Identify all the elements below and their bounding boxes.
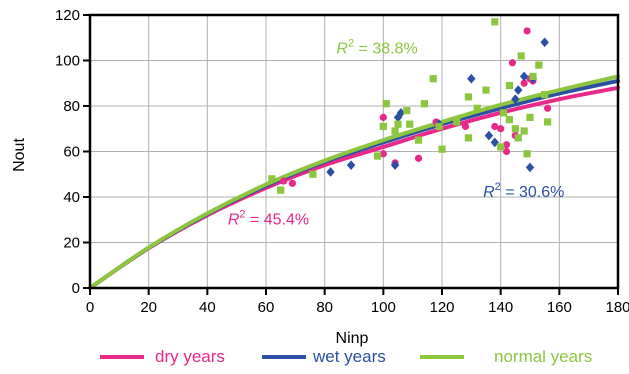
x-axis-title: Ninp (336, 330, 369, 347)
x-tick-label: 180 (605, 299, 629, 316)
point-normal-years (464, 93, 472, 101)
point-wet-years (490, 137, 499, 148)
point-wet-years (514, 85, 523, 95)
y-axis-title: Nout (11, 138, 28, 172)
point-normal-years (491, 18, 499, 26)
point-normal-years (520, 127, 528, 135)
x-tick-label: 40 (199, 299, 216, 316)
point-dry-years (544, 104, 552, 112)
data-points (268, 18, 552, 194)
y-tick-label: 100 (55, 53, 80, 70)
point-dry-years (379, 113, 387, 121)
point-wet-years (540, 37, 549, 48)
point-wet-years (519, 71, 529, 82)
point-normal-years (435, 122, 443, 131)
point-normal-years (517, 52, 525, 60)
axes: 0 20 40 60 80 100 120 140 160 180 0 20 40 60 80 100 120 (55, 7, 629, 316)
point-dry-years (461, 122, 470, 131)
point-dry-years (280, 177, 288, 185)
point-wet-years (326, 167, 335, 177)
legend-label-wet-years: wet years (312, 347, 386, 366)
point-normal-years (379, 122, 387, 131)
point-normal-years (403, 106, 411, 115)
x-tick-label: 140 (488, 299, 513, 316)
point-normal-years (414, 136, 423, 144)
r-squared-label: R2 = 30.6% (483, 181, 564, 201)
point-dry-years (497, 125, 505, 133)
fit-curves (88, 74, 620, 290)
point-dry-years (523, 27, 531, 35)
point-normal-years (373, 152, 382, 160)
point-normal-years (277, 186, 285, 194)
x-tick-label: 80 (316, 299, 333, 316)
point-dry-years (414, 154, 423, 162)
point-normal-years (382, 100, 390, 108)
point-normal-years (309, 170, 317, 178)
point-dry-years (502, 147, 511, 156)
x-tick-label: 100 (371, 299, 396, 316)
y-tick-label: 20 (63, 235, 80, 252)
point-normal-years (526, 113, 534, 121)
point-dry-years (508, 59, 516, 67)
point-normal-years (394, 120, 402, 128)
x-tick-label: 20 (140, 299, 157, 316)
point-wet-years (390, 160, 400, 170)
annotations: R2 = 38.8% R2 = 30.6% R2 = 45.4% (228, 38, 564, 229)
point-dry-years (502, 141, 511, 149)
point-normal-years (482, 86, 490, 94)
point-dry-years (520, 79, 528, 87)
point-normal-years (464, 134, 472, 142)
point-normal-years (529, 72, 537, 81)
point-normal-years (420, 100, 428, 108)
point-normal-years (523, 150, 531, 158)
y-tick-label: 120 (55, 7, 80, 24)
point-normal-years (391, 127, 399, 135)
point-wet-years (484, 130, 494, 141)
r-squared-label: R2 = 45.4% (228, 208, 309, 228)
point-dry-years (379, 150, 387, 158)
fit-curve-normal-years (88, 74, 620, 290)
point-normal-years (500, 109, 508, 117)
legend-label-dry-years: dry years (155, 347, 225, 366)
x-tick-label: 0 (86, 299, 94, 316)
point-normal-years (544, 118, 552, 126)
x-tick-label: 160 (547, 299, 572, 316)
x-tick-label: 120 (429, 299, 454, 316)
point-wet-years (396, 108, 406, 118)
point-normal-years (406, 120, 414, 128)
point-normal-years (453, 118, 461, 126)
legend-label-normal-years: normal years (494, 347, 592, 366)
point-dry-years (288, 179, 296, 187)
point-dry-years (491, 122, 499, 131)
point-normal-years (438, 145, 446, 153)
point-normal-years (429, 75, 437, 83)
point-normal-years (511, 125, 519, 133)
y-tick-label: 60 (63, 144, 80, 161)
point-wet-years (346, 160, 356, 170)
point-wet-years (511, 94, 520, 104)
y-tick-label: 40 (63, 189, 80, 206)
point-normal-years (535, 61, 543, 69)
r-squared-label: R2 = 38.8% (336, 38, 417, 58)
point-normal-years (514, 134, 522, 142)
y-tick-label: 80 (63, 98, 80, 115)
point-normal-years (473, 104, 481, 112)
y-tick-label: 0 (72, 280, 80, 297)
legend: dry years wet years normal years (100, 347, 592, 366)
point-normal-years (497, 143, 505, 151)
point-normal-years (505, 116, 514, 124)
point-wet-years (525, 162, 535, 173)
x-tick-label: 60 (258, 299, 275, 316)
point-normal-years (505, 81, 514, 90)
point-normal-years (268, 175, 276, 183)
point-normal-years (541, 91, 549, 99)
point-wet-years (467, 73, 476, 84)
